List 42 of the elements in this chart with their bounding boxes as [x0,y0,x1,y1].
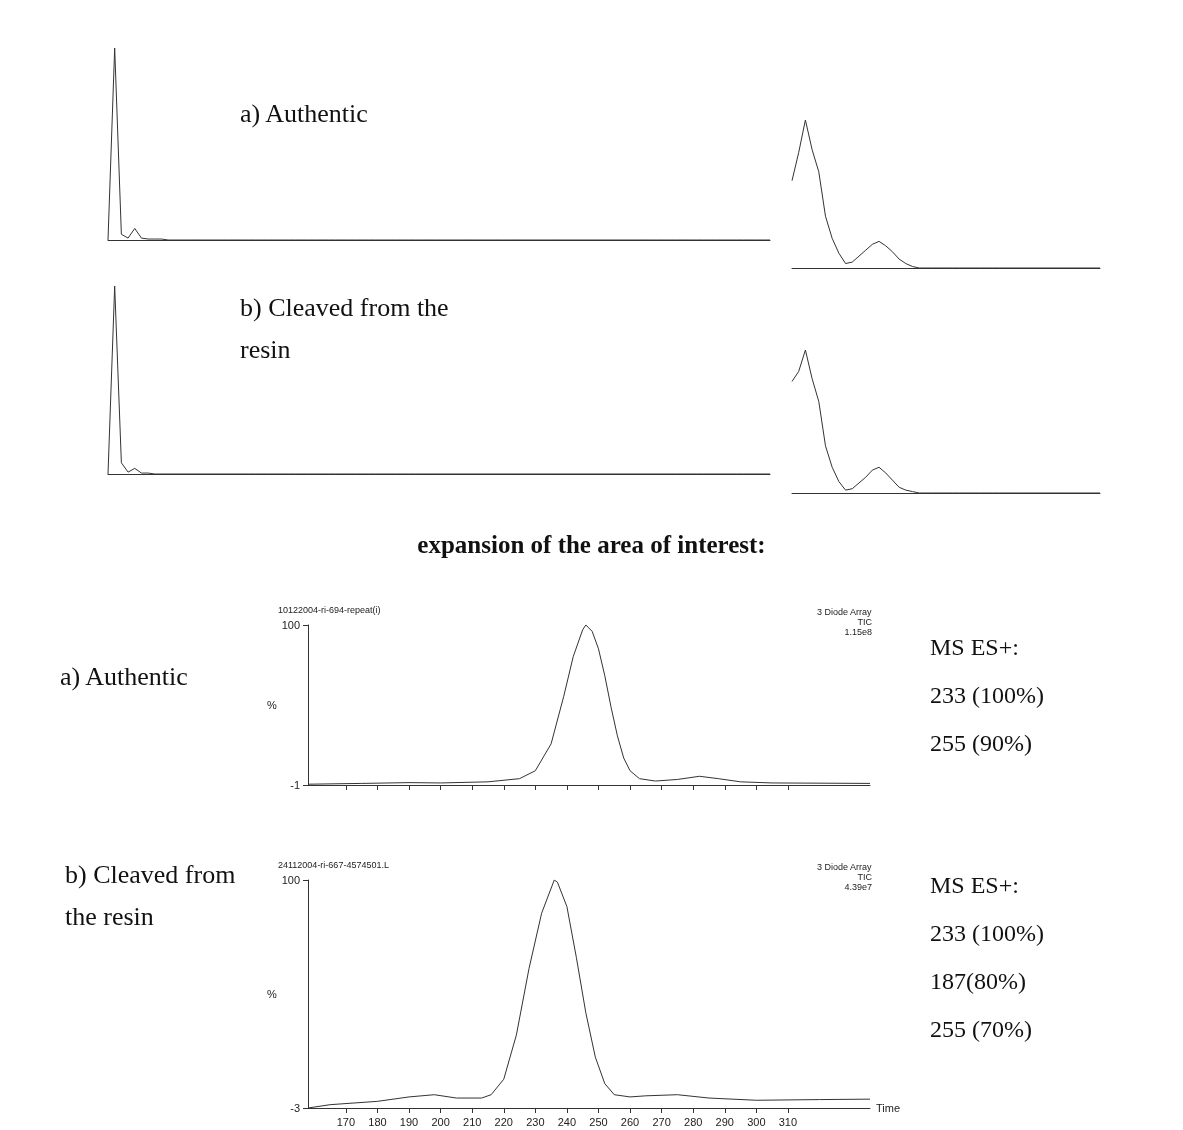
text: a) Authentic [60,661,188,691]
text: 233 (100%) [930,920,1044,946]
text: b) Cleaved from the resin [65,859,242,931]
x-tick-label: 290 [715,1115,734,1128]
chart-title: expansion of the area of interest: [417,531,766,558]
text: 233 (100%) [930,682,1044,708]
annotation: 4.39e7 [844,881,872,892]
x-tick-label: 220 [494,1115,513,1128]
y-axis-title: % [266,699,277,711]
y-tick-label: 100 [281,874,300,886]
text: 187(80%) [930,968,1026,994]
y-tick-label: 100 [281,619,300,631]
chart-subtitle: 24112004-ri-667-4574501.L [278,859,389,870]
text: 255 (90%) [930,730,1032,756]
y-tick-label: -3 [290,1102,300,1114]
text: MS ES+: [930,872,1019,898]
text: 3 Diode Array [816,861,872,872]
x-axis-title: Time [876,1102,901,1114]
x-tick-label: 280 [684,1115,703,1128]
x-tick-label: 230 [526,1115,545,1128]
x-tick-label: 240 [557,1115,577,1128]
x-tick-label: 310 [778,1115,798,1128]
chart-subtitle: 10122004-ri-694-repeat(i) [278,604,381,615]
x-tick-label: 210 [463,1115,482,1128]
annotation: TIC [857,616,873,627]
x-tick-label: 260 [620,1115,640,1128]
x-tick-label: 180 [368,1115,387,1128]
x-tick-label: 200 [431,1115,450,1128]
annotation: a) Authentic [240,98,368,128]
annotation: 1.15e8 [844,626,872,637]
text: MS ES+: [930,634,1019,660]
x-tick-label: 170 [336,1115,356,1128]
x-tick-label: 300 [747,1115,766,1128]
x-tick-label: 190 [399,1115,419,1128]
y-tick-label: -1 [290,779,300,791]
y-axis-title: % [266,988,277,1000]
annotation: b) Cleaved from the resin [240,292,456,364]
x-tick-label: 270 [652,1115,671,1128]
text: 3 Diode Array [816,606,872,617]
annotation: TIC [857,871,873,882]
text: 255 (70%) [930,1016,1032,1042]
x-tick-label: 250 [589,1115,608,1128]
